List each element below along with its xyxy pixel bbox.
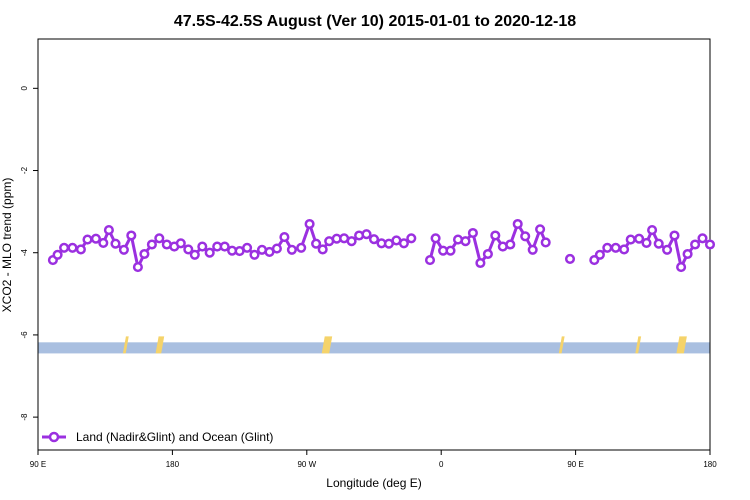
data-point [527, 244, 538, 255]
data-point [682, 248, 693, 260]
y-axis: 0 -2 -4 -6 -8 [20, 86, 38, 421]
data-point [602, 242, 613, 253]
data-point [279, 232, 290, 243]
land-patch [122, 336, 129, 354]
y-tick-label: -6 [20, 331, 29, 339]
data-point [647, 225, 658, 236]
data-point [103, 225, 114, 236]
data-point [619, 244, 630, 255]
data-point [286, 244, 297, 255]
data-point [368, 234, 380, 245]
y-tick-label: -2 [20, 166, 29, 174]
data-point [296, 242, 307, 253]
data-point [75, 244, 86, 255]
x-tick-label: 90 E [30, 460, 46, 469]
data-point [676, 262, 687, 273]
data-point [90, 233, 101, 244]
x-tick-label: 90 W [297, 460, 316, 469]
chart-title: 47.5S-42.5S August (Ver 10) 2015-01-01 t… [174, 13, 576, 30]
legend-label: Land (Nadir&Glint) and Ocean (Glint) [76, 430, 273, 444]
x-tick-label: 0 [439, 460, 444, 469]
data-point [67, 242, 78, 253]
data-point [118, 244, 129, 255]
data-point [690, 239, 701, 250]
data-point [398, 238, 409, 249]
data-point [52, 249, 63, 260]
legend: Land (Nadir&Glint) and Ocean (Glint) [42, 430, 273, 444]
data-point [475, 257, 486, 269]
data-point [490, 230, 501, 241]
x-tick-label: 90 E [567, 460, 583, 469]
y-tick-label: 0 [20, 86, 29, 91]
data-point [197, 241, 208, 252]
data-point [154, 233, 165, 244]
ocean-band [38, 342, 710, 354]
data-point [82, 234, 93, 245]
y-tick-label: -4 [20, 249, 29, 257]
x-tick-label: 180 [166, 460, 180, 469]
data-point [424, 255, 436, 266]
data-point [430, 233, 441, 244]
data-point [535, 224, 546, 235]
land-patch [155, 336, 165, 354]
y-axis-label: XCO2 - MLO trend (ppm) [0, 178, 14, 313]
surface-band [38, 336, 710, 354]
land-patch [676, 336, 687, 354]
y-tick-label: -8 [20, 413, 29, 421]
data-point [460, 236, 471, 247]
series-layer [47, 218, 716, 273]
data-point [204, 247, 215, 258]
data-point [110, 238, 121, 249]
data-point [146, 239, 157, 250]
data-point [505, 239, 516, 250]
x-axis: 90 E 180 90 W 0 90 E 180 [30, 450, 717, 469]
land-patch [635, 336, 642, 354]
x-axis-label: Longitude (deg E) [326, 476, 421, 490]
data-point [467, 227, 478, 239]
data-point [610, 242, 621, 253]
data-point [98, 237, 109, 248]
data-point [704, 239, 716, 250]
data-point [311, 238, 322, 249]
data-point [445, 245, 456, 256]
data-point [126, 230, 137, 241]
data-point [669, 230, 680, 241]
data-point [139, 248, 150, 260]
data-point [512, 218, 523, 230]
data-point [304, 218, 315, 230]
legend-marker [48, 431, 60, 443]
data-point [482, 248, 493, 260]
data-point [361, 229, 372, 240]
data-point [634, 233, 645, 244]
x-tick-label: 180 [703, 460, 717, 469]
data-point [346, 236, 357, 247]
data-point [242, 242, 253, 253]
data-point [653, 238, 664, 249]
data-point [249, 249, 260, 260]
data-point [406, 233, 417, 244]
data-point [594, 249, 605, 260]
data-point [189, 249, 200, 260]
land-patch [558, 336, 565, 354]
data-point [625, 234, 636, 245]
data-point [183, 244, 194, 255]
data-point [564, 253, 576, 264]
data-point [219, 241, 230, 252]
data-point [540, 237, 551, 248]
data-point [271, 243, 282, 254]
data-point [662, 244, 673, 255]
data-point [317, 244, 328, 255]
data-point [175, 238, 186, 249]
data-point [697, 233, 708, 244]
data-point [520, 231, 531, 242]
data-point [59, 242, 70, 253]
land-patch [321, 336, 333, 354]
data-point [641, 237, 652, 248]
data-point [132, 262, 143, 273]
